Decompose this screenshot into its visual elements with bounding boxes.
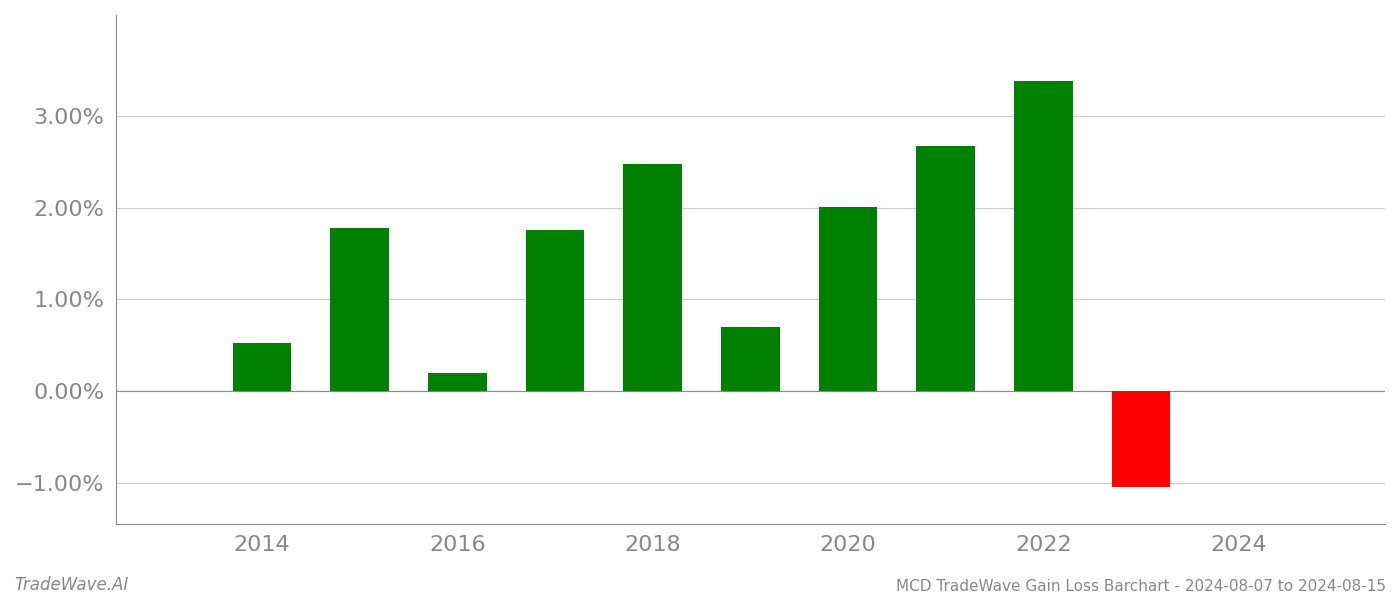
Bar: [819, 206, 878, 391]
Bar: [721, 327, 780, 391]
Bar: [1014, 81, 1072, 391]
Bar: [330, 228, 389, 391]
Bar: [623, 164, 682, 391]
Bar: [917, 146, 974, 391]
Bar: [526, 230, 584, 391]
Bar: [1112, 391, 1170, 487]
Text: MCD TradeWave Gain Loss Barchart - 2024-08-07 to 2024-08-15: MCD TradeWave Gain Loss Barchart - 2024-…: [896, 579, 1386, 594]
Bar: [428, 373, 487, 391]
Text: TradeWave.AI: TradeWave.AI: [14, 576, 129, 594]
Bar: [232, 343, 291, 391]
